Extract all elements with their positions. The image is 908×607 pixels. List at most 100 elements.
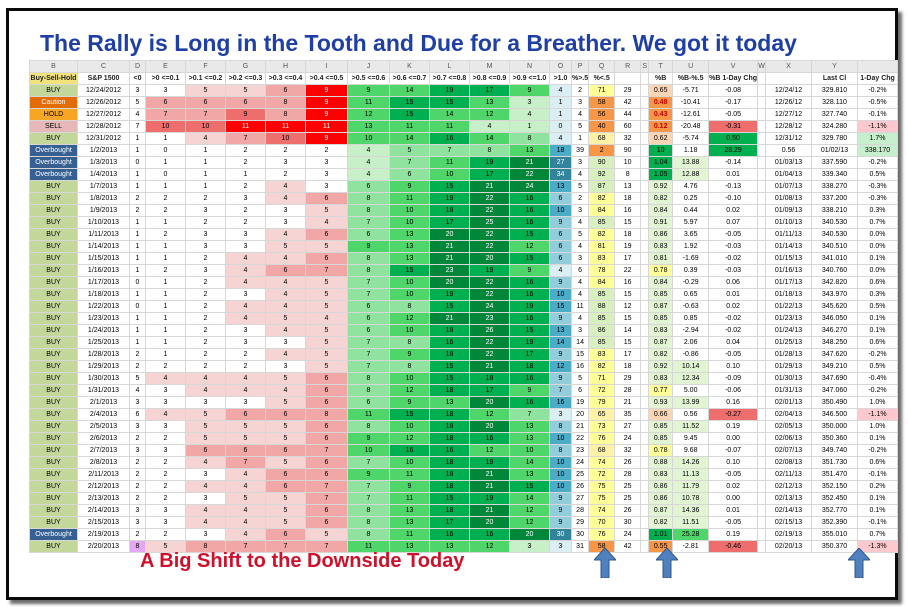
percent-b-chg-cell[interactable]: 0.02	[708, 300, 758, 313]
range-count-cell[interactable]: 3	[225, 396, 266, 409]
date-short-cell[interactable]: 02/06/13	[765, 432, 812, 445]
spacer-cell[interactable]	[640, 132, 650, 145]
one-day-change-cell[interactable]: 0.1%	[857, 492, 898, 505]
date-short-cell[interactable]: 02/13/13	[765, 492, 812, 505]
range-count-cell[interactable]: 13	[389, 516, 430, 529]
percent-b-diff-cell[interactable]: 14.36	[672, 504, 710, 517]
last-close-cell[interactable]: 352.150	[811, 480, 858, 493]
range-count-cell[interactable]: 12	[469, 540, 510, 553]
seq-cell[interactable]: 39	[570, 144, 590, 157]
range-count-cell[interactable]: 16	[509, 372, 550, 385]
range-count-cell[interactable]: 9	[305, 96, 348, 109]
last-close-cell[interactable]: 340.530	[811, 228, 858, 241]
range-count-cell[interactable]: 2	[305, 144, 348, 157]
spacer-cell[interactable]	[757, 120, 766, 133]
range-count-cell[interactable]: 6	[305, 456, 348, 469]
range-count-cell[interactable]: 6	[305, 384, 348, 397]
header-cell[interactable]: >0.2 <=0.3	[225, 72, 266, 85]
range-count-cell[interactable]: 4	[265, 192, 306, 205]
range-count-cell[interactable]: 3	[265, 204, 306, 217]
seq-cell[interactable]: 3	[570, 156, 590, 169]
range-count-cell[interactable]: 6	[225, 444, 266, 457]
range-count-cell[interactable]: 10	[429, 168, 470, 181]
column-letter[interactable]: Q	[588, 60, 616, 73]
spacer-cell[interactable]	[640, 204, 650, 217]
spacer-cell[interactable]	[640, 84, 650, 97]
header-cell[interactable]: >1.0	[549, 72, 572, 85]
pct-above-cell[interactable]: 72	[588, 384, 616, 397]
range-count-cell[interactable]: 5	[305, 288, 348, 301]
range-count-cell[interactable]: 2	[145, 360, 186, 373]
one-day-change-cell[interactable]: -0.5%	[857, 96, 898, 109]
range-count-cell[interactable]: 9	[549, 372, 572, 385]
range-count-cell[interactable]: 7	[347, 336, 390, 349]
spacer-cell[interactable]	[757, 84, 766, 97]
date-cell[interactable]: 1/2/2013	[77, 144, 130, 157]
spacer-cell[interactable]	[640, 504, 650, 517]
pct-below-cell[interactable]: 15	[614, 216, 642, 229]
one-day-change-cell[interactable]: 0.0%	[857, 240, 898, 253]
range-count-cell[interactable]: 4	[225, 384, 266, 397]
one-day-change-cell[interactable]: 0.1%	[857, 504, 898, 517]
range-count-cell[interactable]: 6	[225, 408, 266, 421]
spacer-cell[interactable]	[640, 420, 650, 433]
date-cell[interactable]: 1/30/2013	[77, 372, 130, 385]
last-close-cell[interactable]: 337.200	[811, 192, 858, 205]
spacer-cell[interactable]	[640, 72, 650, 85]
signal-cell[interactable]: BUY	[29, 372, 78, 385]
range-count-cell[interactable]: 3	[129, 504, 146, 517]
range-count-cell[interactable]: 6	[265, 444, 306, 457]
one-day-change-cell[interactable]: 0.1%	[857, 252, 898, 265]
range-count-cell[interactable]: 22	[469, 336, 510, 349]
percent-b-diff-cell[interactable]: 11.13	[672, 468, 710, 481]
signal-cell[interactable]: BUY	[29, 360, 78, 373]
date-cell[interactable]: 1/9/2013	[77, 204, 130, 217]
range-count-cell[interactable]: 4	[265, 384, 306, 397]
percent-b-cell[interactable]: 1.04	[648, 156, 674, 169]
signal-cell[interactable]: BUY	[29, 276, 78, 289]
range-count-cell[interactable]: 12	[509, 516, 550, 529]
range-count-cell[interactable]: 9	[549, 504, 572, 517]
column-letter[interactable]: L	[429, 60, 470, 73]
date-cell[interactable]: 1/15/2013	[77, 252, 130, 265]
pct-below-cell[interactable]: 32	[614, 132, 642, 145]
spacer-cell[interactable]	[757, 456, 766, 469]
range-count-cell[interactable]: 10	[347, 132, 390, 145]
seq-cell[interactable]: 4	[570, 276, 590, 289]
range-count-cell[interactable]: 5	[129, 96, 146, 109]
range-count-cell[interactable]: 4	[129, 384, 146, 397]
one-day-change-cell[interactable]: -1.1%	[857, 120, 898, 133]
date-cell[interactable]: 2/19/2013	[77, 528, 130, 541]
range-count-cell[interactable]: 21	[429, 240, 470, 253]
range-count-cell[interactable]: 3	[185, 492, 226, 505]
column-letter[interactable]: R	[614, 60, 642, 73]
range-count-cell[interactable]: 18	[429, 480, 470, 493]
percent-b-chg-cell[interactable]: -0.05	[708, 348, 758, 361]
range-count-cell[interactable]: 17	[469, 168, 510, 181]
range-count-cell[interactable]: 2	[145, 264, 186, 277]
percent-b-chg-cell[interactable]: -0.06	[708, 384, 758, 397]
pct-below-cell[interactable]: 60	[614, 120, 642, 133]
range-count-cell[interactable]: 10	[389, 372, 430, 385]
spacer-cell[interactable]	[640, 324, 650, 337]
date-cell[interactable]: 1/23/2013	[77, 312, 130, 325]
date-cell[interactable]: 2/20/2013	[77, 540, 130, 553]
last-close-cell[interactable]: 350.000	[811, 420, 858, 433]
date-short-cell[interactable]: 01/04/13	[765, 168, 812, 181]
range-count-cell[interactable]: 6	[305, 420, 348, 433]
spacer-cell[interactable]	[757, 444, 766, 457]
range-count-cell[interactable]: 3	[145, 384, 186, 397]
pct-above-cell[interactable]: 82	[588, 360, 616, 373]
pct-above-cell[interactable]: 70	[588, 516, 616, 529]
range-count-cell[interactable]: 2	[185, 324, 226, 337]
last-close-cell[interactable]: 347.620	[811, 348, 858, 361]
date-cell[interactable]: 2/7/2013	[77, 444, 130, 457]
seq-cell[interactable]: 15	[570, 348, 590, 361]
pct-below-cell[interactable]: 28	[614, 468, 642, 481]
signal-cell[interactable]: BUY	[29, 192, 78, 205]
percent-b-diff-cell[interactable]: 0.39	[672, 264, 710, 277]
date-cell[interactable]: 1/31/2013	[77, 384, 130, 397]
last-close-cell[interactable]: 340.510	[811, 240, 858, 253]
seq-cell[interactable]: 4	[570, 240, 590, 253]
range-count-cell[interactable]: 0	[145, 168, 186, 181]
